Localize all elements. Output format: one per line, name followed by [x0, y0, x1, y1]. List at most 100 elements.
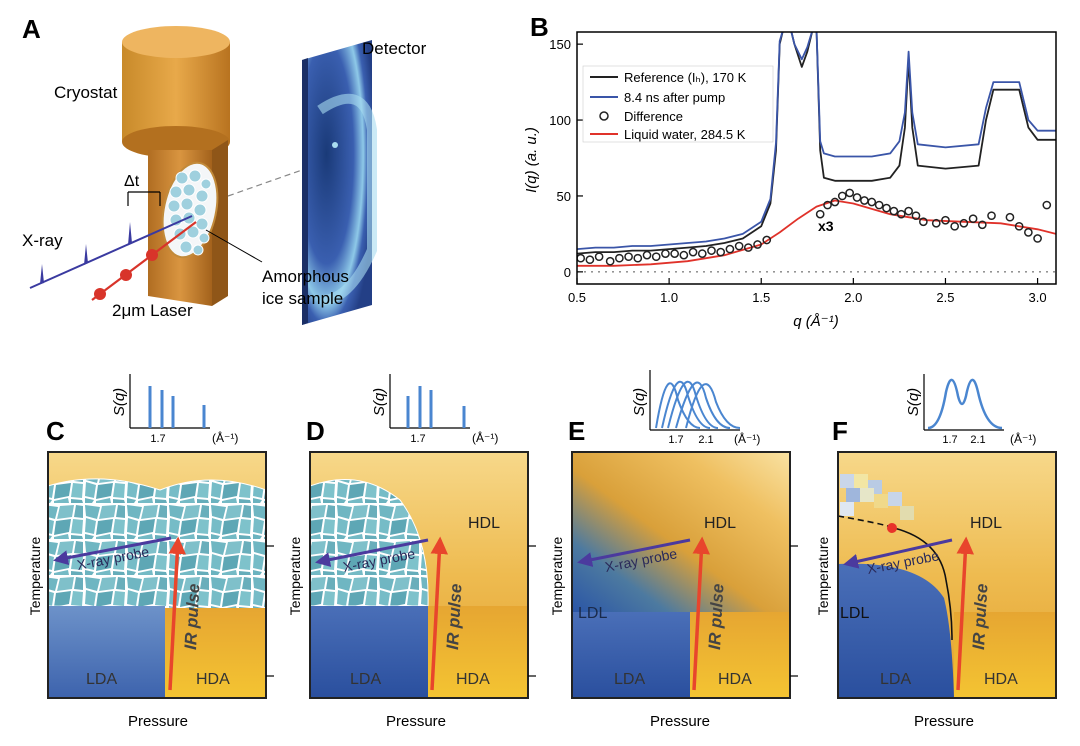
difference-point — [707, 246, 716, 255]
difference-point — [950, 221, 960, 231]
difference-point — [896, 209, 906, 219]
difference-point — [904, 206, 913, 216]
difference-point — [911, 211, 921, 221]
difference-point — [968, 214, 978, 224]
difference-point — [931, 218, 941, 228]
difference-point — [919, 217, 928, 227]
laser-beam — [91, 221, 197, 301]
pulse-label-d: IR pulse — [443, 583, 465, 650]
sq-tick-c: 1.7 — [150, 433, 165, 445]
liquid-water-line — [577, 199, 1056, 267]
difference-point — [670, 249, 679, 258]
difference-point — [830, 197, 840, 207]
difference-point — [762, 235, 772, 245]
hda-label-d: HDA — [456, 671, 490, 688]
sq-unit-c: (Å⁻¹) — [212, 430, 238, 445]
xray-probe-arrow-c — [53, 536, 172, 566]
temperature-label-e: Temperature — [549, 536, 565, 615]
difference-point — [651, 252, 661, 262]
legend-swatch-difference — [599, 111, 609, 121]
difference-point — [585, 255, 595, 265]
x-tick-label: 0.5 — [568, 290, 586, 305]
sq-inset-f: S(q) 1.7 2.1 (Å⁻¹) — [905, 374, 1036, 446]
delta-t-bracket — [127, 191, 161, 206]
xray-beam — [29, 215, 193, 289]
difference-point — [867, 197, 877, 207]
difference-point — [615, 253, 624, 263]
sq-ylabel-c: S(q) — [111, 388, 128, 416]
difference-point — [837, 191, 847, 201]
sq-ylabel-f: S(q) — [905, 388, 922, 416]
difference-point — [624, 252, 633, 262]
panel-d: D S(q) 1.7 (Å⁻¹) HDL X-ray probe IR p — [287, 374, 536, 730]
pulse-label-c: IR pulse — [181, 583, 203, 650]
sample-cells — [167, 169, 212, 256]
ir-pulse-arrow-c — [168, 536, 186, 691]
difference-point — [941, 215, 950, 225]
legend-liquid: Liquid water, 284.5 K — [624, 127, 746, 142]
panel-letter-d: D — [306, 416, 325, 446]
difference-point — [577, 253, 586, 263]
temperature-label-f: Temperature — [815, 536, 831, 615]
panel-b: B 0.5 1.0 1.5 2.0 2.5 3.0 0 50 100 150 I(q) (a. u… — [523, 12, 1057, 330]
y-tick-label: 150 — [549, 37, 571, 52]
hdl-label-d: HDL — [468, 515, 500, 532]
xray-label: X-ray — [22, 231, 63, 250]
temperature-label-d: Temperature — [287, 536, 303, 615]
difference-point — [1024, 228, 1033, 237]
panel-f: F S(q) 1.7 2.1 (Å⁻¹) — [815, 374, 1057, 730]
legend-reference: Reference (Iₕ), 170 K — [624, 70, 747, 85]
legend-difference: Difference — [624, 109, 683, 124]
difference-point — [852, 193, 862, 202]
panel-c: C S(q) 1.7 (Å⁻¹) X-ray probe IR pulse — [27, 374, 274, 730]
detector-illustration — [302, 40, 377, 325]
sample-label-line2: ice sample — [262, 289, 343, 308]
sq-tick2-e: 2.1 — [698, 434, 713, 446]
difference-point — [605, 256, 615, 266]
x-tick-label: 1.5 — [752, 290, 770, 305]
panel-letter-f: F — [832, 416, 848, 446]
difference-point — [688, 247, 698, 257]
chart-frame — [576, 31, 1057, 285]
difference-point — [753, 240, 762, 249]
difference-point — [743, 243, 753, 252]
y-tick-label: 50 — [557, 189, 571, 204]
xray-probe-arrow-e — [577, 538, 691, 568]
phase-diagram-e — [571, 451, 791, 699]
difference-point — [697, 249, 707, 258]
chart-xlabel: q (Å⁻¹) — [793, 313, 838, 330]
chart-legend: Reference (Iₕ), 170 K 8.4 ns after pump … — [582, 65, 774, 143]
panel-letter-e: E — [568, 416, 585, 446]
difference-point — [845, 188, 855, 198]
sq-tick1-f: 1.7 — [942, 434, 957, 446]
difference-point — [594, 252, 604, 262]
panel-letter-a: A — [22, 14, 41, 44]
pump-line — [577, 32, 1056, 250]
hdl-label-e: HDL — [704, 515, 736, 532]
sq-unit-d: (Å⁻¹) — [472, 430, 498, 445]
difference-point — [1042, 200, 1052, 210]
difference-point — [716, 247, 726, 257]
pulse-label-f: IR pulse — [969, 583, 991, 650]
phase-diagram-c — [47, 451, 267, 699]
difference-point — [882, 203, 891, 213]
difference-point — [734, 241, 744, 251]
x-tick-label: 2.0 — [844, 290, 862, 305]
difference-point — [633, 253, 643, 263]
hdl-label-f: HDL — [970, 515, 1002, 532]
difference-point — [1005, 212, 1015, 222]
difference-point — [987, 211, 996, 221]
legend-pump: 8.4 ns after pump — [624, 90, 725, 105]
difference-point — [860, 196, 869, 205]
difference-point — [823, 200, 832, 210]
xray-probe-arrow-d — [315, 538, 429, 568]
difference-point — [679, 250, 689, 260]
xray-probe-arrow-f — [843, 538, 953, 569]
lda-label-e: LDA — [614, 671, 645, 688]
pressure-label-c: Pressure — [128, 713, 188, 730]
sq-inset-c: S(q) 1.7 (Å⁻¹) — [111, 374, 238, 445]
difference-point — [642, 250, 652, 260]
x-tick-label: 1.0 — [660, 290, 678, 305]
difference-point — [889, 206, 899, 216]
